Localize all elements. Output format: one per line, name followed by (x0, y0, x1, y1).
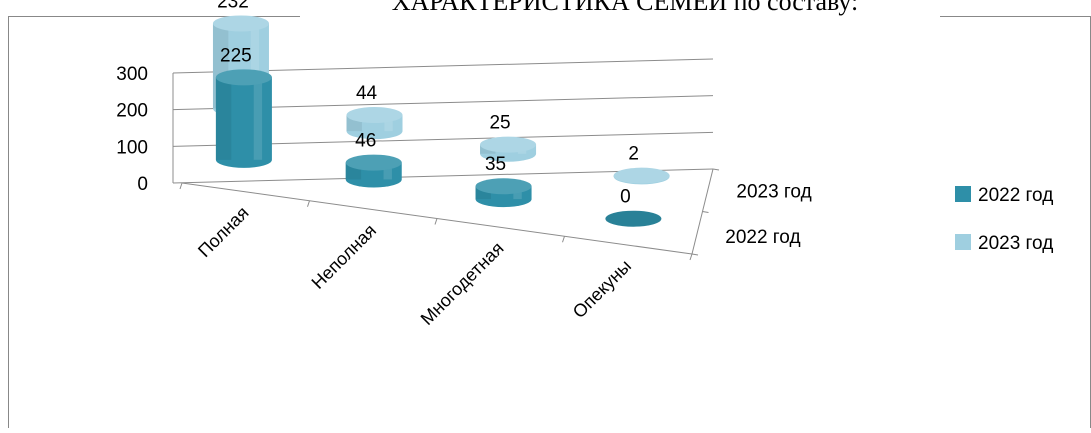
bar-highlight (383, 162, 392, 180)
x-tick (434, 218, 438, 225)
data-label: 44 (356, 83, 378, 104)
depth-tick (691, 253, 699, 256)
chart-title: ХАРАКТЕРИСТИКА СЕМЕЙ по составу: (392, 0, 859, 16)
bar-top (212, 15, 269, 32)
x-tick (307, 200, 310, 207)
x-tick-label: Полная (194, 203, 253, 262)
data-label: 0 (620, 187, 631, 208)
bar-shade-left (215, 77, 232, 160)
labels-layer: 0 100 200 300 Полная Неполная Многодетная Опеку… (116, 0, 811, 329)
data-label: 225 (220, 45, 252, 66)
bar-top (475, 178, 532, 195)
data-label: 35 (485, 154, 506, 175)
bar-highlight (384, 115, 393, 132)
x-tick (179, 182, 183, 190)
chart-border (8, 16, 1091, 433)
x-tick (562, 236, 565, 243)
bar-highlight (253, 77, 263, 160)
y-tick-label: 100 (116, 137, 148, 158)
legend: 2022 год 2023 год (955, 185, 1053, 254)
legend-label: 2022 год (978, 185, 1053, 206)
x-tick-label: Многодетная (417, 238, 508, 329)
y-tick-label: 0 (137, 174, 148, 195)
y-tick-label: 300 (116, 64, 148, 85)
bar-highlight (250, 23, 260, 109)
bar-top (613, 167, 670, 184)
y-tick-label: 200 (116, 101, 148, 122)
bars-layer (212, 15, 670, 227)
data-label: 46 (355, 131, 376, 152)
data-label: 2 (628, 144, 639, 165)
legend-swatch (955, 186, 971, 202)
title-mask (300, 0, 940, 17)
x-tick-label: Неполная (308, 220, 381, 293)
depth-tick (702, 211, 709, 213)
legend-label: 2023 год (978, 233, 1053, 254)
bar-top (345, 154, 402, 171)
bar-top (480, 136, 537, 153)
depth-tick (712, 168, 720, 171)
depth-tick-label: 2023 год (736, 182, 811, 203)
bar-top (215, 69, 272, 86)
data-label: 25 (489, 113, 510, 134)
data-label: 232 (217, 0, 249, 12)
x-tick-label: Опекуны (569, 256, 635, 322)
depth-tick-label: 2022 год (725, 227, 800, 248)
x-tick (689, 253, 693, 261)
bar-top (605, 210, 662, 227)
legend-swatch (955, 234, 971, 250)
bar-top (346, 107, 403, 124)
